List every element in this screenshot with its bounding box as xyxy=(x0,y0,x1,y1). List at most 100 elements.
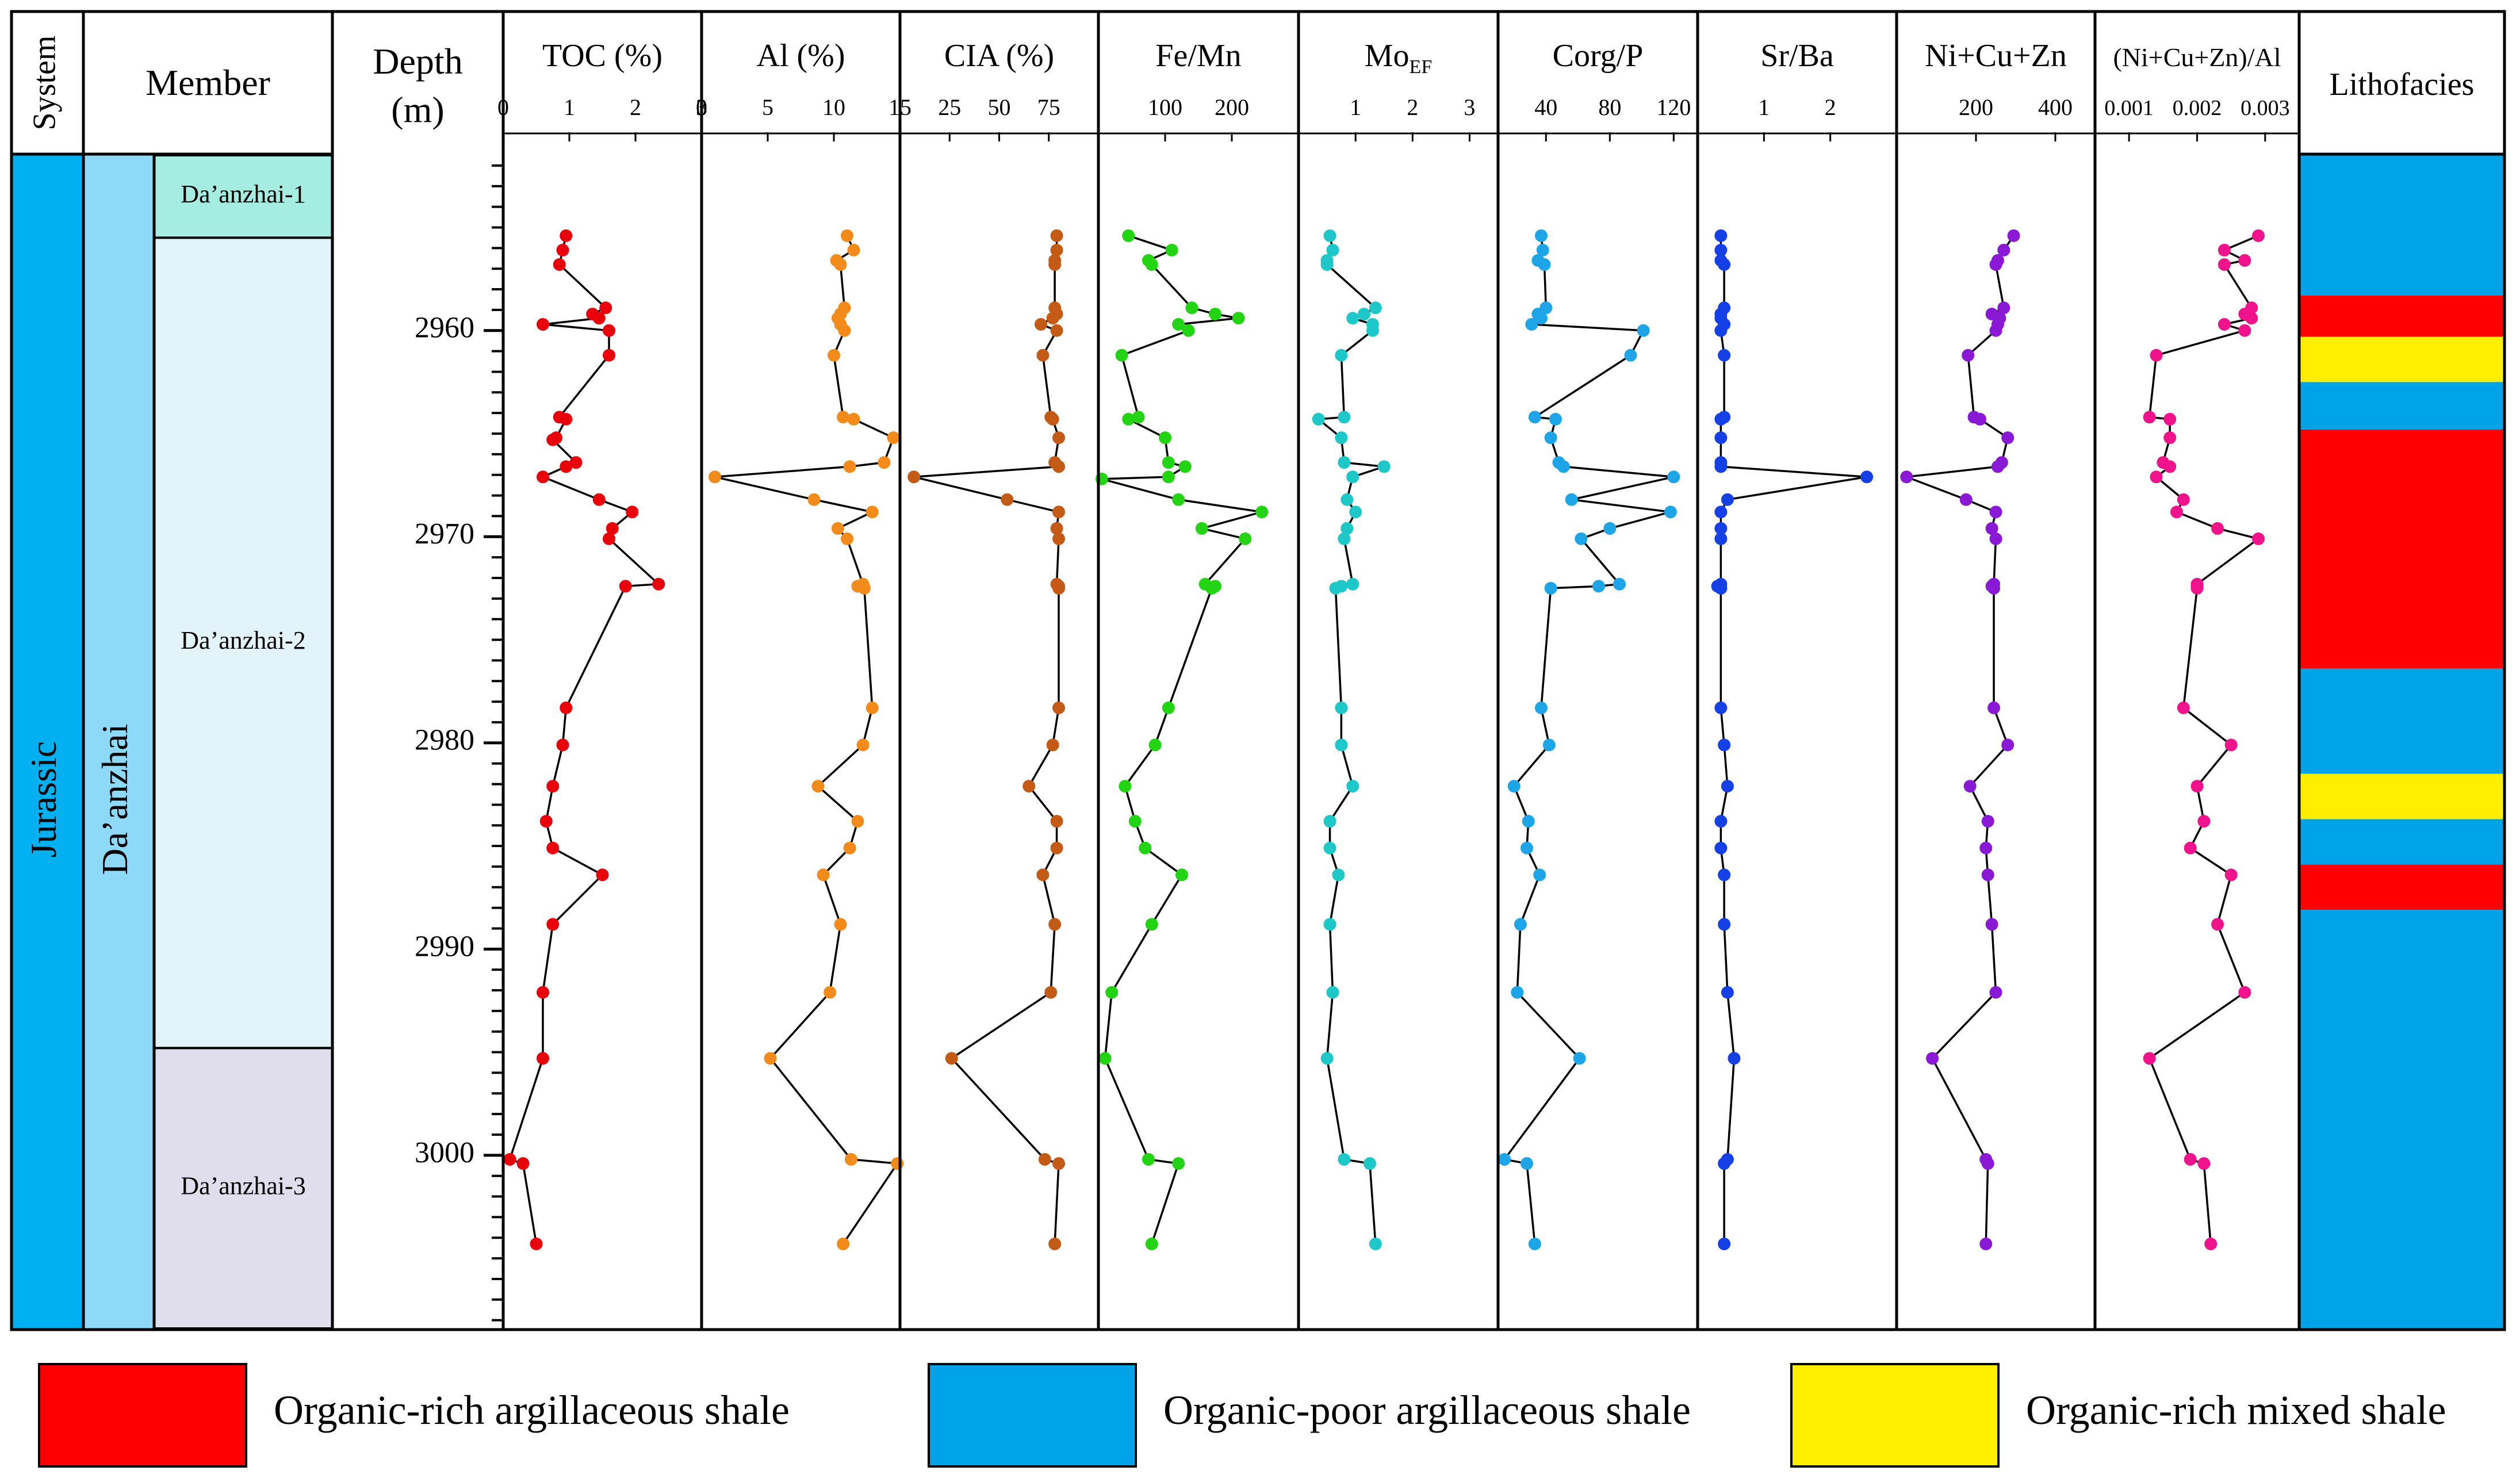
cia-data-point xyxy=(1034,317,1047,331)
femn-data-point xyxy=(1205,581,1219,595)
moef-data-point xyxy=(1323,229,1336,242)
femn-data-point xyxy=(1145,258,1158,271)
corgp-data-point xyxy=(1533,868,1546,882)
corgp-data-point xyxy=(1538,258,1551,271)
srba-series-line xyxy=(1716,235,1868,1244)
al-data-point xyxy=(817,868,830,882)
cia-series-line xyxy=(913,235,1060,1244)
toc-tick-label: 2 xyxy=(630,94,641,120)
cia-data-point xyxy=(1044,986,1058,999)
moef-data-point xyxy=(1335,738,1348,752)
srba-data-point xyxy=(1718,738,1731,752)
femn-data-point xyxy=(1145,918,1158,931)
ratio-tick-label: 0.001 xyxy=(2104,96,2154,120)
depth-tick-label: 2960 xyxy=(415,312,474,344)
ratio-data-point xyxy=(2224,738,2238,752)
lithofacies-band xyxy=(2299,910,2504,1328)
ratio-data-point xyxy=(2163,431,2177,445)
moef-data-point xyxy=(1326,986,1339,999)
toc-data-point xyxy=(652,577,665,591)
corgp-data-point xyxy=(1544,581,1557,595)
corgp-data-point xyxy=(1511,986,1524,999)
corgp-data-point xyxy=(1542,738,1556,752)
femn-data-point xyxy=(1139,841,1152,855)
moef-tick-label: 2 xyxy=(1407,94,1418,120)
femn-data-point xyxy=(1162,470,1175,484)
moef-data-point xyxy=(1323,841,1336,855)
corgp-data-point xyxy=(1603,522,1617,535)
ratio-data-point xyxy=(2252,229,2265,242)
cia-data-point xyxy=(1048,258,1062,271)
moef-track-title: MoEF xyxy=(1365,38,1432,78)
lithofacies-band xyxy=(2299,668,2504,774)
toc-data-point xyxy=(560,229,573,242)
moef-data-point xyxy=(1346,577,1359,591)
toc-data-point xyxy=(603,324,615,337)
al-data-point xyxy=(856,738,870,752)
moef-data-point xyxy=(1335,701,1348,714)
femn-data-point xyxy=(1145,1238,1158,1251)
srba-data-point xyxy=(1718,349,1731,362)
femn-data-point xyxy=(1209,308,1221,321)
ratio-tick-label: 0.002 xyxy=(2173,96,2222,120)
corgp-tick-label: 40 xyxy=(1534,94,1557,120)
outer-frame xyxy=(10,10,2506,1331)
al-data-point xyxy=(843,841,856,855)
femn-data-point xyxy=(1185,301,1198,315)
cia-tick-label: 50 xyxy=(988,94,1011,120)
toc-data-point xyxy=(516,1157,530,1170)
toc-data-point xyxy=(503,1153,516,1166)
nicuzn-data-point xyxy=(1989,986,2002,999)
srba-data-point xyxy=(1714,532,1728,545)
depth-tick-label: 2990 xyxy=(415,930,474,963)
moef-data-point xyxy=(1338,1153,1351,1166)
member-column: Da’anzhai-1 Da’anzhai-2 Da’anzhai-3 xyxy=(153,154,334,1330)
nicuzn-data-point xyxy=(1989,324,2002,337)
nicuzn-data-point xyxy=(1985,918,1998,931)
corgp-data-point xyxy=(1520,841,1533,855)
toc-data-point xyxy=(626,506,639,519)
cia-data-point xyxy=(1048,1238,1062,1251)
al-data-point xyxy=(865,701,879,714)
moef-data-point xyxy=(1329,581,1342,595)
cia-data-point xyxy=(1036,349,1050,362)
member-block xyxy=(153,236,334,1050)
cia-tick-label: 25 xyxy=(938,94,961,120)
background-layer: Jurassic Da’anzhai xyxy=(12,154,154,1330)
cia-data-point xyxy=(1050,324,1063,337)
ratio-data-point xyxy=(2197,815,2211,828)
cia-data-point xyxy=(1052,532,1065,545)
nicuzn-data-point xyxy=(1989,532,2002,545)
cia-data-point xyxy=(1046,412,1059,426)
nicuzn-tick-label: 400 xyxy=(2038,94,2073,120)
system-label: Jurassic xyxy=(23,741,64,858)
ratio-data-point xyxy=(2218,317,2231,331)
al-data-point xyxy=(847,243,860,256)
moef-data-point xyxy=(1320,1052,1334,1065)
moef-data-point xyxy=(1323,815,1336,828)
al-data-point xyxy=(878,456,891,469)
cia-track-title: CIA (%) xyxy=(944,38,1054,74)
toc-data-point xyxy=(603,532,615,545)
corgp-data-point xyxy=(1624,349,1637,362)
ratio-data-point xyxy=(2177,493,2190,506)
ratio-data-point xyxy=(2177,701,2190,714)
cia-data-point xyxy=(1046,312,1059,325)
cia-data-point xyxy=(1052,506,1065,519)
cia-data-point xyxy=(1001,493,1014,506)
srba-tick-label: 2 xyxy=(1825,94,1836,120)
lithofacies-column xyxy=(2299,155,2504,1328)
toc-data-point xyxy=(560,701,573,714)
corgp-data-point xyxy=(1528,411,1541,424)
srba-data-point xyxy=(1721,780,1734,793)
lithofacies-band xyxy=(2299,429,2504,669)
femn-data-point xyxy=(1172,493,1185,506)
al-tick-label: 5 xyxy=(762,94,773,120)
nicuzn-data-point xyxy=(1981,868,1994,882)
toc-data-point xyxy=(606,522,619,535)
srba-data-point xyxy=(1714,412,1728,426)
frame-lines xyxy=(10,10,2506,1331)
cia-data-point xyxy=(1052,1157,1065,1170)
cia-data-point xyxy=(1050,815,1063,828)
